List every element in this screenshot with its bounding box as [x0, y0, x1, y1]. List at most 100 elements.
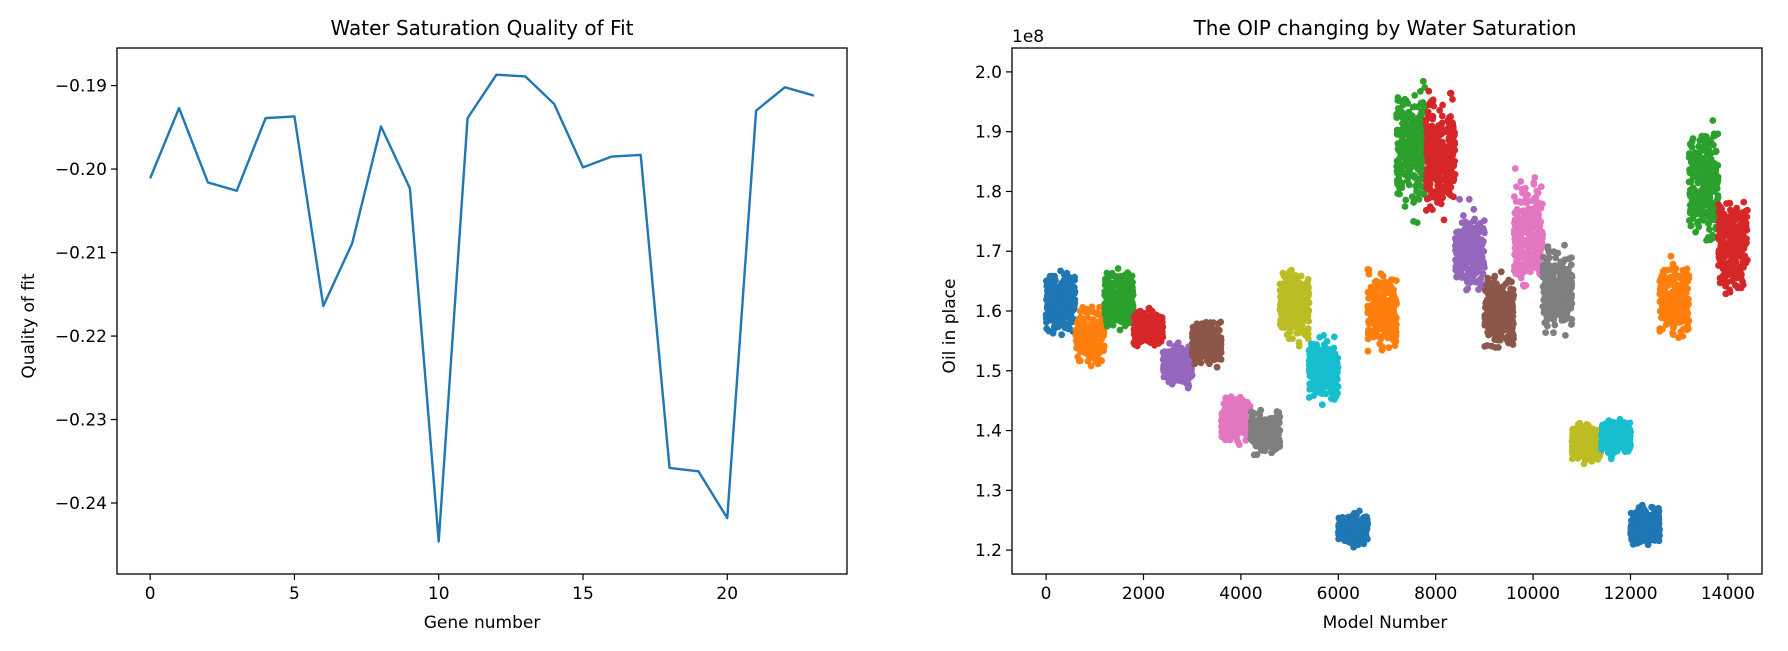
y-axis-label: Oil in place	[940, 279, 960, 374]
scatter-point	[1473, 234, 1481, 242]
scatter-point	[1127, 305, 1135, 312]
scatter-point	[1094, 331, 1102, 339]
y-tick-label: 1.4	[975, 422, 1002, 442]
series-line	[149, 73, 815, 543]
x-tick-label: 6000	[1317, 584, 1360, 604]
x-tick-label: 10	[428, 584, 450, 604]
scatter-point	[1374, 281, 1381, 289]
scatter-point	[1172, 345, 1180, 353]
scatter-point	[1271, 442, 1278, 450]
scatter-point	[1132, 322, 1140, 329]
scatter-point	[1511, 165, 1519, 172]
scatter-point	[1521, 259, 1529, 267]
scatter-point	[1461, 257, 1469, 265]
scatter-point	[1322, 390, 1330, 398]
scatter-point	[1394, 97, 1402, 104]
x-tick-label: 0	[1041, 584, 1052, 604]
scatter-point	[1364, 266, 1372, 273]
scatter-point	[1542, 279, 1550, 287]
scatter-point	[1124, 319, 1132, 327]
scatter-point	[1516, 216, 1523, 224]
scatter-point	[1456, 247, 1463, 255]
scatter-point	[1438, 154, 1445, 162]
scatter-point	[1318, 401, 1326, 409]
scatter-point	[1275, 409, 1283, 416]
scatter-point	[1449, 96, 1456, 103]
scatter-point	[1323, 360, 1331, 367]
scatter-point	[1258, 440, 1265, 448]
x-tick-label: 10000	[1506, 584, 1560, 604]
scatter-point	[1099, 330, 1107, 338]
scatter-point	[1116, 277, 1123, 285]
scatter-point	[1290, 274, 1298, 282]
scatter-point	[1533, 225, 1541, 233]
scatter-point	[1557, 258, 1564, 266]
y-tick-label: 1.8	[975, 182, 1002, 202]
scatter-point	[1462, 239, 1470, 247]
scatter-point	[1268, 437, 1276, 445]
scatter-point	[1197, 359, 1205, 367]
scatter-point	[1476, 248, 1484, 256]
scatter-point	[1043, 325, 1051, 333]
scatter-point	[1387, 301, 1395, 309]
scatter-point	[1057, 267, 1064, 275]
scatter-point	[1216, 326, 1223, 334]
scatter-point	[1286, 283, 1294, 290]
scatter-point	[1080, 347, 1088, 355]
scatter-point	[1189, 323, 1197, 331]
scatter-point	[1154, 340, 1162, 347]
scatter-point	[1056, 302, 1063, 310]
scatter-point	[1410, 218, 1417, 225]
scatter-point	[1449, 137, 1456, 144]
scatter-point	[1438, 142, 1446, 150]
scatter-point	[1490, 281, 1498, 289]
scatter-point	[1109, 292, 1117, 300]
scatter-point	[1373, 303, 1381, 311]
y-offset-label: 1e8	[1012, 27, 1044, 47]
scatter-point	[1446, 89, 1454, 97]
scatter-point	[1322, 367, 1330, 375]
scatter-point	[1344, 514, 1352, 522]
scatter-point	[1330, 333, 1338, 341]
scatter-point	[1474, 267, 1482, 275]
scatter-point	[1492, 317, 1500, 325]
y-tick-label: −0.24	[55, 494, 107, 514]
scatter-point	[1320, 332, 1328, 339]
scatter-point	[1543, 258, 1551, 266]
scatter-point	[1436, 106, 1443, 114]
scatter-point	[1174, 339, 1182, 347]
scatter-point	[1082, 305, 1090, 313]
scatter-point	[1135, 308, 1142, 316]
y-tick-label: −0.20	[55, 160, 107, 180]
scatter-point	[1121, 293, 1128, 300]
x-tick-label: 5	[289, 584, 300, 604]
scatter-series	[1130, 304, 1167, 350]
scatter-point	[1366, 331, 1374, 338]
scatter-point	[1562, 332, 1569, 339]
scatter-point	[1259, 446, 1267, 453]
scatter-point	[1057, 312, 1065, 320]
scatter-point	[1519, 250, 1527, 258]
scatter-point	[1403, 162, 1411, 170]
scatter-point	[1348, 522, 1356, 530]
scatter-point	[1444, 127, 1452, 135]
scatter-point	[1070, 298, 1078, 306]
scatter-point	[1408, 141, 1416, 149]
scatter-point	[1456, 253, 1463, 260]
scatter-point	[1302, 332, 1309, 339]
x-tick-label: 8000	[1414, 584, 1457, 604]
y-tick-label: 1.9	[975, 123, 1002, 143]
scatter-point	[1137, 338, 1144, 346]
scatter-point	[1165, 370, 1173, 378]
scatter-point	[1323, 338, 1331, 345]
scatter-point	[1495, 344, 1502, 351]
scatter-point	[1485, 303, 1493, 310]
scatter-point	[1273, 431, 1281, 438]
scatter-point	[1306, 353, 1314, 361]
scatter-point	[1364, 347, 1372, 355]
scatter-point	[1128, 272, 1136, 280]
scatter-point	[1234, 438, 1242, 445]
scatter-point	[1417, 111, 1425, 118]
x-tick-label: 12000	[1603, 584, 1657, 604]
scatter-point	[1062, 321, 1069, 329]
